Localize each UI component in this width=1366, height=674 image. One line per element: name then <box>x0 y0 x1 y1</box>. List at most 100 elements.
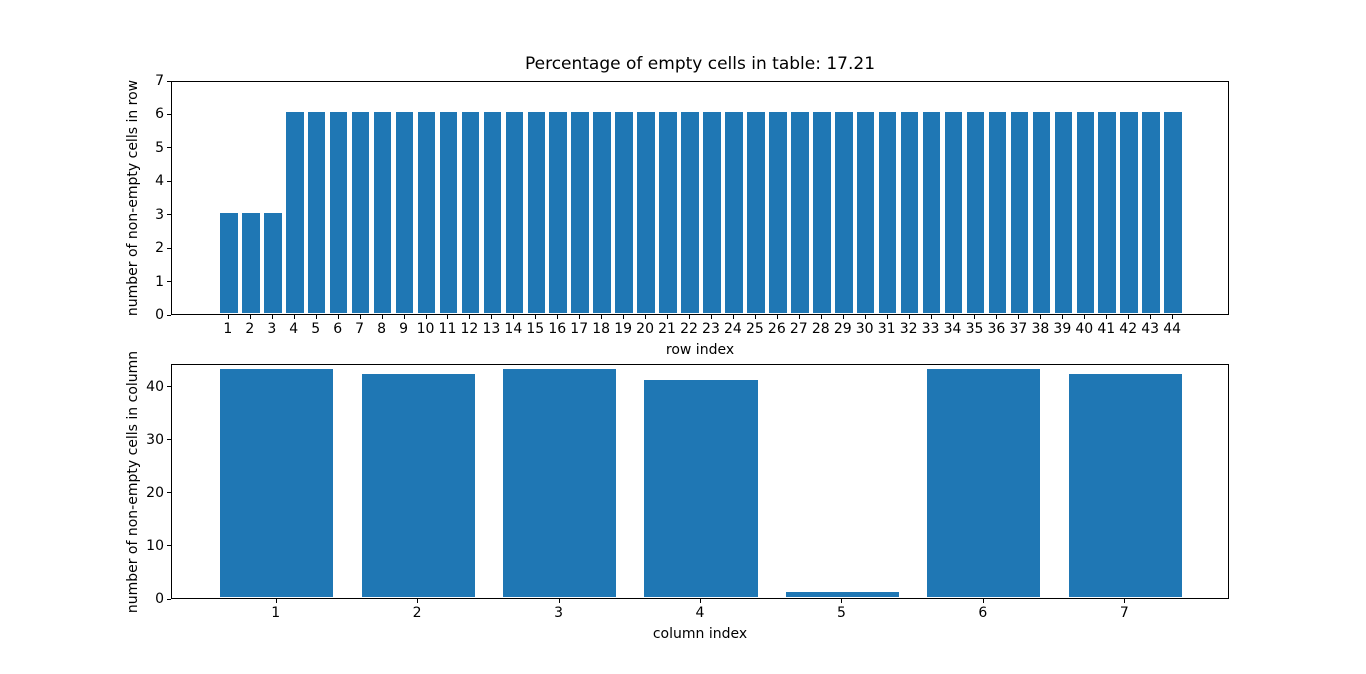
x-tick-label: 17 <box>570 321 589 337</box>
x-tick-label: 24 <box>724 321 742 337</box>
x-tick-label: 33 <box>921 321 940 337</box>
x-tick-mark <box>1062 315 1064 319</box>
x-tick-label: 43 <box>1141 321 1160 337</box>
y-tick-label: 3 <box>155 206 164 223</box>
x-tick-mark <box>315 315 317 319</box>
x-tick-mark <box>952 315 954 319</box>
bar <box>834 112 853 313</box>
bar <box>681 112 699 313</box>
bar <box>361 374 475 597</box>
y-tick-mark <box>167 80 171 82</box>
y-tick-label: 5 <box>155 139 164 156</box>
y-tick-label: 10 <box>146 537 164 554</box>
x-tick-mark <box>491 315 493 319</box>
bar <box>1098 112 1117 313</box>
x-tick-mark <box>447 315 449 319</box>
x-tick-label: 28 <box>811 321 830 337</box>
x-tick-mark <box>798 315 800 319</box>
y-tick-label: 30 <box>146 431 164 448</box>
y-tick-label: 0 <box>155 591 164 607</box>
x-tick-label: 19 <box>614 321 633 337</box>
bar <box>1054 112 1073 313</box>
x-tick-label: 31 <box>877 321 896 337</box>
x-tick-mark <box>337 315 339 319</box>
row-chart-axes: number of non-empty cells in row row ind… <box>125 73 1229 358</box>
bar <box>791 112 809 313</box>
x-tick-mark <box>579 315 581 319</box>
x-tick-mark <box>1124 599 1126 603</box>
x-tick-label: 38 <box>1031 321 1050 337</box>
bar <box>703 112 721 313</box>
y-tick-mark <box>167 386 171 388</box>
bar <box>220 212 238 313</box>
x-tick-mark <box>776 315 778 319</box>
y-tick-mark <box>167 314 171 316</box>
x-tick-label: 26 <box>767 321 786 337</box>
x-tick-label: 29 <box>833 321 852 337</box>
bar <box>571 112 589 313</box>
y-tick-mark <box>167 439 171 441</box>
bar <box>644 379 758 597</box>
bar <box>637 112 655 313</box>
x-tick-mark <box>930 315 932 319</box>
bar <box>329 112 348 313</box>
x-tick-mark <box>249 315 251 319</box>
y-tick-mark <box>167 281 171 283</box>
x-tick-mark <box>227 315 229 319</box>
bar <box>505 112 524 313</box>
x-tick-mark <box>841 599 843 603</box>
x-tick-mark <box>557 315 559 319</box>
bar <box>944 112 963 313</box>
bar <box>922 112 941 313</box>
bar <box>988 112 1007 313</box>
x-tick-label: 40 <box>1075 321 1094 337</box>
bar <box>549 112 568 313</box>
y-tick-label: 6 <box>155 106 164 123</box>
column-chart-x-axis-label: column index <box>652 626 748 642</box>
row-chart-y-axis-label: number of non-empty cells in row <box>125 79 141 317</box>
x-tick-mark <box>359 315 361 319</box>
x-tick-mark <box>513 315 515 319</box>
bar <box>439 112 458 313</box>
x-tick-mark <box>645 315 647 319</box>
x-tick-label: 42 <box>1119 321 1138 337</box>
bar <box>856 112 875 313</box>
y-tick-label: 1 <box>155 273 164 290</box>
bar <box>1120 112 1138 313</box>
x-tick-mark <box>996 315 998 319</box>
bar <box>659 112 677 313</box>
y-tick-mark <box>167 180 171 182</box>
bar <box>927 368 1041 597</box>
x-tick-mark <box>974 315 976 319</box>
bar <box>966 112 985 313</box>
bar <box>417 112 436 313</box>
bar <box>527 112 546 313</box>
y-tick-label: 7 <box>155 73 164 89</box>
x-tick-mark <box>469 315 471 319</box>
column-chart-plot-area <box>171 364 1229 599</box>
x-tick-mark <box>864 315 866 319</box>
bar <box>307 112 326 313</box>
bar <box>1164 112 1182 313</box>
x-tick-label: 1 <box>223 321 233 337</box>
x-tick-mark <box>700 599 701 603</box>
x-tick-label: 2 <box>245 321 255 337</box>
x-tick-mark <box>667 315 669 319</box>
x-tick-label: 13 <box>482 321 501 337</box>
x-tick-label: 18 <box>592 321 611 337</box>
x-tick-label: 4 <box>695 605 705 621</box>
bar <box>395 112 414 313</box>
x-tick-mark <box>293 315 295 319</box>
x-tick-label: 15 <box>526 321 545 337</box>
y-tick-mark <box>167 598 171 600</box>
x-tick-mark <box>1172 315 1174 319</box>
x-tick-label: 4 <box>289 321 299 337</box>
x-tick-mark <box>601 315 603 319</box>
x-tick-mark <box>275 599 277 603</box>
y-tick-label: 40 <box>146 378 164 395</box>
bar <box>285 112 304 313</box>
x-tick-label: 3 <box>267 321 277 337</box>
figure-title: Percentage of empty cells in table: 17.2… <box>524 54 876 74</box>
y-tick-mark <box>167 113 171 115</box>
